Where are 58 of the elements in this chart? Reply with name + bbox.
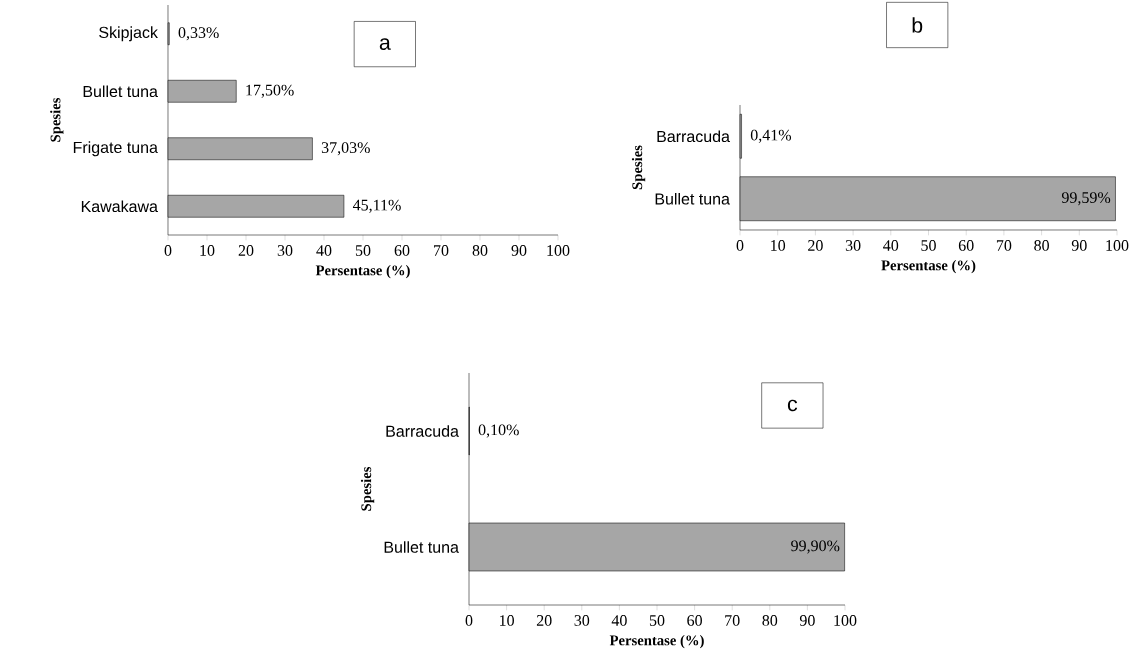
y-axis-title: Spesies bbox=[360, 466, 375, 511]
data-label: 0,41% bbox=[750, 129, 792, 143]
x-tick-label: 90 bbox=[511, 245, 527, 256]
x-tick-label: 50 bbox=[355, 245, 371, 256]
data-label: 0,33% bbox=[178, 27, 219, 41]
x-tick-label: 30 bbox=[845, 240, 861, 251]
annotation: a bbox=[379, 38, 391, 50]
x-tick-label: 30 bbox=[277, 245, 293, 256]
x-tick-label: 60 bbox=[687, 615, 702, 626]
data-label: 99,90% bbox=[791, 540, 840, 554]
x-tick-label: 40 bbox=[883, 240, 899, 251]
y-tick-label: Kawakawa bbox=[81, 200, 158, 213]
x-tick-label: 90 bbox=[1071, 240, 1087, 251]
x-tick-label: 90 bbox=[799, 615, 815, 626]
x-tick-label: 10 bbox=[200, 245, 215, 256]
x-tick-label: 50 bbox=[649, 615, 665, 626]
data-label: 99,59% bbox=[1061, 192, 1111, 206]
y-tick-label: Bullet tuna bbox=[83, 85, 158, 98]
x-tick-label: 0 bbox=[164, 245, 172, 256]
x-axis-title: Persentase (%) bbox=[609, 635, 704, 649]
x-tick-label: 100 bbox=[1106, 240, 1129, 251]
x-tick-label: 20 bbox=[536, 615, 552, 626]
x-tick-label: 20 bbox=[238, 245, 254, 256]
x-tick-label: 10 bbox=[771, 240, 786, 251]
x-tick-label: 0 bbox=[736, 240, 744, 251]
x-tick-label: 100 bbox=[547, 245, 570, 256]
x-tick-label: 40 bbox=[611, 615, 627, 626]
y-tick-label: Bullet tuna bbox=[655, 192, 730, 205]
text: b bbox=[912, 17, 923, 33]
x-tick-label: 80 bbox=[1034, 240, 1049, 251]
x-tick-label: 80 bbox=[762, 615, 778, 626]
y-tick-label: Skipjack bbox=[99, 26, 158, 42]
x-tick-label: 10 bbox=[500, 615, 514, 626]
data-label: 0,10% bbox=[478, 424, 519, 438]
x-tick-label: 60 bbox=[958, 240, 974, 251]
data-label: 37,03% bbox=[321, 142, 370, 156]
y-tick-label: Barracuda bbox=[386, 425, 459, 437]
x-tick-label: 30 bbox=[574, 615, 590, 626]
x-axis-title: Persentase (%) bbox=[315, 265, 410, 279]
x-tick-label: 60 bbox=[394, 245, 410, 256]
y-tick-label: Barracuda bbox=[657, 130, 730, 143]
x-axis-title: Persentase (%) bbox=[881, 260, 976, 274]
x-tick-label: 40 bbox=[316, 245, 332, 256]
x-tick-label: 0 bbox=[465, 615, 473, 626]
data-label: 45,11% bbox=[352, 199, 401, 213]
x-tick-label: 80 bbox=[472, 245, 488, 256]
x-tick-label: 70 bbox=[434, 245, 449, 256]
x-tick-label: 20 bbox=[808, 240, 823, 251]
y-tick-label: Frigate tuna bbox=[73, 141, 158, 157]
annotation: c bbox=[787, 399, 798, 412]
x-tick-label: 100 bbox=[834, 615, 857, 626]
x-tick-label: 70 bbox=[725, 615, 740, 626]
x-tick-label: 70 bbox=[996, 240, 1012, 251]
y-tick-label: Bullet tuna bbox=[384, 541, 459, 553]
x-tick-label: 50 bbox=[921, 240, 936, 251]
y-axis-title: Spesies bbox=[50, 97, 64, 142]
y-axis-title: Spesies bbox=[631, 145, 646, 190]
data-label: 17,50% bbox=[246, 84, 294, 98]
